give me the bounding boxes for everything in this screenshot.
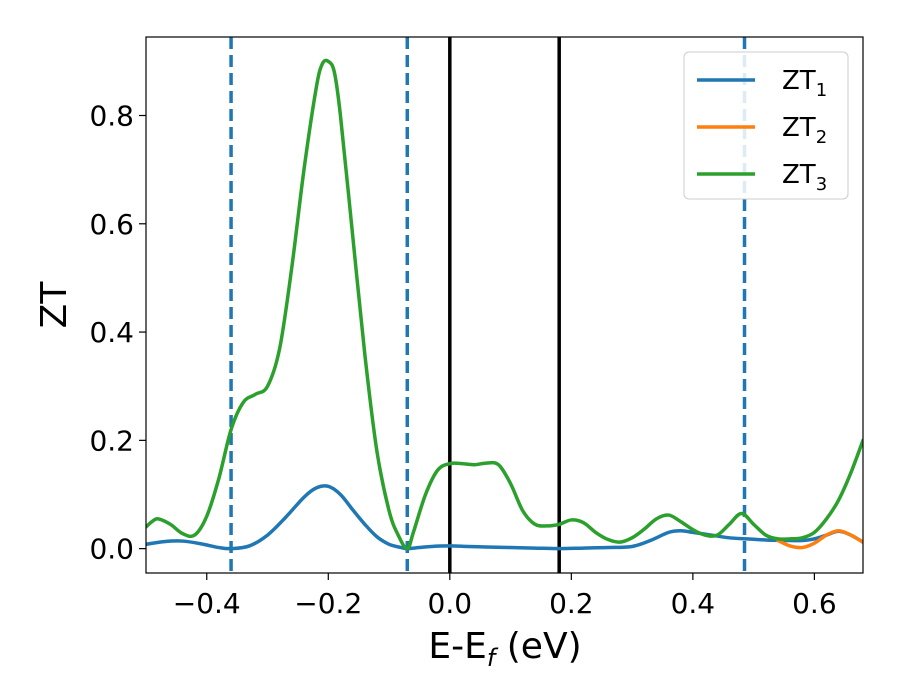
y-tick-label: 0.4	[89, 316, 134, 349]
y-tick-label: 0.0	[89, 533, 134, 566]
y-tick-label: 0.2	[89, 424, 134, 457]
plot-area	[146, 37, 863, 573]
series-line-zt3	[146, 58, 863, 551]
x-tick-label: −0.4	[173, 587, 241, 620]
series-line-zt1	[146, 484, 863, 551]
legend: ZT1 ZT2 ZT3	[683, 51, 849, 200]
y-tick-label: 0.8	[89, 100, 134, 133]
x-axis-label: E-Ef (eV)	[428, 626, 581, 672]
x-tick-label: 0.6	[792, 587, 837, 620]
x-tick-label: −0.2	[294, 587, 362, 620]
y-axis-label: ZT	[34, 281, 75, 329]
x-axis: −0.4 −0.2 0.0 0.2 0.4 0.6	[173, 573, 837, 620]
x-tick-label: 0.0	[428, 587, 473, 620]
x-tick-label: 0.4	[671, 587, 716, 620]
legend-label-zt3: ZT3	[782, 160, 827, 195]
y-tick-label: 0.6	[89, 208, 134, 241]
series-line-zt2	[776, 529, 863, 550]
y-axis: 0.0 0.2 0.4 0.6 0.8	[89, 100, 146, 566]
legend-label-zt1: ZT1	[782, 66, 827, 101]
plot-frame	[145, 36, 864, 574]
legend-label-zt2: ZT2	[782, 113, 827, 148]
x-tick-label: 0.2	[549, 587, 594, 620]
legend-box	[683, 51, 849, 200]
